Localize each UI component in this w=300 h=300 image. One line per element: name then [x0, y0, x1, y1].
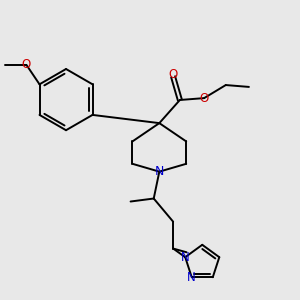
Text: O: O [22, 58, 31, 71]
Text: O: O [169, 68, 178, 81]
Text: N: N [181, 251, 190, 264]
Text: N: N [188, 271, 196, 284]
Text: O: O [200, 92, 209, 105]
Text: N: N [154, 165, 164, 178]
